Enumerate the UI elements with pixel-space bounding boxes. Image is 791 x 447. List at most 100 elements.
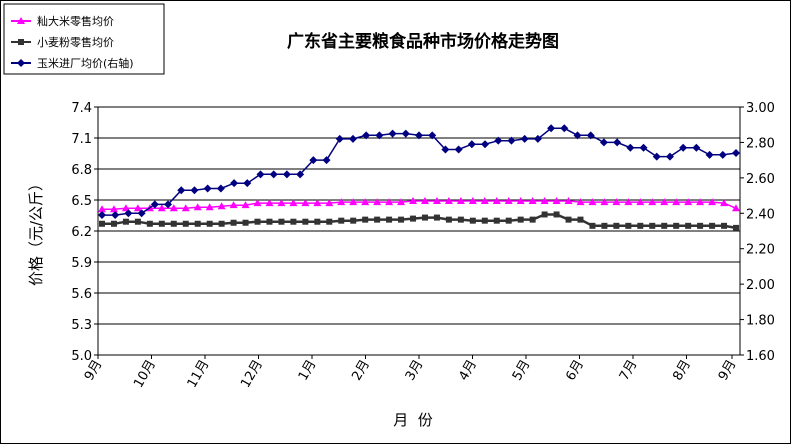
data-point (708, 198, 717, 206)
data-point (469, 217, 476, 224)
data-point (626, 143, 635, 152)
data-point (203, 184, 212, 193)
data-point (373, 198, 382, 206)
data-point (278, 218, 285, 225)
data-point (415, 131, 423, 140)
data-point (433, 214, 440, 221)
y-tick-label-right: 2.00 (746, 278, 775, 293)
y-tick-label-left: 6.5 (71, 194, 92, 209)
data-point (493, 217, 500, 224)
data-point (517, 216, 524, 223)
data-point (492, 197, 501, 205)
data-point (733, 224, 739, 231)
data-point (98, 205, 106, 213)
data-point (552, 197, 561, 205)
data-point (313, 199, 322, 207)
data-point (625, 222, 632, 229)
y-tick-label-left: 6.8 (71, 163, 92, 178)
data-point (637, 222, 644, 229)
data-point (122, 218, 129, 225)
data-point (457, 216, 464, 223)
data-point (361, 198, 370, 206)
x-tick-label: 10月 (131, 358, 159, 391)
data-point (289, 199, 298, 207)
chart-title: 广东省主要粮食品种市场价格走势图 (287, 31, 559, 52)
data-point (253, 199, 262, 207)
legend-marker (17, 59, 25, 67)
data-point (444, 197, 453, 205)
data-point (613, 222, 620, 229)
data-point (661, 222, 668, 229)
data-point (660, 198, 669, 206)
x-tick-label: 12月 (238, 358, 266, 391)
data-point (230, 219, 237, 226)
data-point (599, 138, 608, 147)
data-point (269, 170, 278, 179)
data-point (230, 179, 239, 188)
data-point (385, 198, 394, 206)
data-point (282, 170, 291, 179)
data-point (432, 197, 441, 205)
data-point (420, 197, 429, 205)
data-point (705, 150, 714, 159)
y-tick-label-left: 5.6 (71, 287, 92, 302)
y-tick-label-right: 2.40 (746, 207, 775, 222)
data-point (573, 131, 582, 140)
data-point (589, 222, 596, 229)
series-3 (98, 124, 740, 220)
data-point (576, 198, 585, 206)
data-point (540, 197, 549, 205)
data-point (649, 222, 656, 229)
data-point (685, 222, 692, 229)
data-point (481, 217, 488, 224)
x-tick-label: 9月 (716, 358, 740, 384)
data-point (386, 216, 393, 223)
data-point (612, 198, 621, 206)
data-point (296, 170, 305, 179)
data-point (679, 143, 688, 152)
y-tick-label-left: 5.3 (71, 318, 92, 333)
data-point (314, 218, 321, 225)
data-point (134, 218, 141, 225)
data-point (586, 131, 595, 140)
data-point (350, 217, 357, 224)
data-point (565, 216, 572, 223)
data-point (397, 198, 406, 206)
data-point (121, 204, 130, 212)
data-point (467, 140, 476, 149)
data-point (217, 202, 226, 210)
data-point (388, 129, 397, 138)
data-point (374, 216, 381, 223)
data-point (337, 198, 346, 206)
data-point (265, 199, 274, 207)
data-point (516, 197, 525, 205)
data-point (206, 220, 213, 227)
data-point (588, 198, 597, 206)
data-point (302, 218, 309, 225)
data-point (335, 134, 344, 143)
data-point (481, 140, 490, 149)
data-point (326, 218, 333, 225)
data-point (547, 124, 556, 133)
data-point (553, 211, 560, 218)
data-point (150, 200, 159, 209)
legend-label: 玉米进厂均价(右轴) (37, 56, 134, 70)
y-tick-label-left: 6.2 (71, 225, 92, 240)
data-point (541, 211, 548, 218)
legend-marker (17, 17, 25, 24)
data-point (362, 216, 369, 223)
data-point (601, 222, 608, 229)
data-point (494, 136, 503, 145)
x-tick-label: 4月 (456, 358, 480, 384)
data-point (190, 186, 199, 195)
data-point (164, 200, 173, 209)
data-point (99, 220, 105, 227)
data-point (624, 198, 633, 206)
data-point (454, 145, 463, 154)
y-tick-label-right: 1.60 (746, 349, 775, 364)
x-axis-label: 月 份 (393, 411, 433, 429)
data-point (721, 222, 728, 229)
x-tick-label: 5月 (510, 358, 534, 384)
data-point (718, 150, 727, 159)
